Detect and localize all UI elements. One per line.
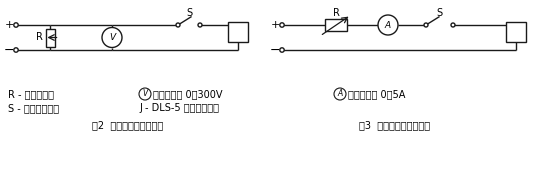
Text: 图3  动作电流检验线路图: 图3 动作电流检验线路图 — [360, 120, 430, 130]
Text: V: V — [143, 90, 147, 98]
Text: J: J — [236, 27, 240, 37]
Circle shape — [176, 23, 180, 27]
Circle shape — [14, 23, 18, 27]
Text: 直流电压表 0～300V: 直流电压表 0～300V — [153, 89, 222, 99]
Text: J: J — [515, 27, 518, 37]
Text: A: A — [385, 21, 391, 29]
Text: 直流电流表 0～5A: 直流电流表 0～5A — [348, 89, 405, 99]
Text: −: − — [4, 43, 14, 56]
Text: +: + — [270, 20, 280, 30]
Circle shape — [451, 23, 455, 27]
Text: −: − — [270, 43, 280, 56]
Circle shape — [102, 27, 122, 48]
Text: R: R — [332, 8, 339, 18]
Bar — [506, 22, 526, 42]
Circle shape — [334, 88, 346, 100]
Text: S - 单刀单掷开关: S - 单刀单掷开关 — [8, 103, 59, 113]
Circle shape — [198, 23, 202, 27]
Text: R: R — [35, 33, 42, 43]
Text: S: S — [186, 8, 192, 18]
Bar — [46, 29, 55, 46]
Circle shape — [424, 23, 428, 27]
Text: R - 滑线电阻器: R - 滑线电阻器 — [8, 89, 54, 99]
Circle shape — [139, 88, 151, 100]
Text: +: + — [4, 20, 14, 30]
Circle shape — [378, 15, 398, 35]
Bar — [325, 19, 347, 31]
Circle shape — [280, 23, 284, 27]
Text: S: S — [436, 8, 443, 18]
Text: J - DLS-5 双位置继电器: J - DLS-5 双位置继电器 — [139, 103, 219, 113]
Text: 图2  动作电压检验线路图: 图2 动作电压检验线路图 — [92, 120, 163, 130]
Circle shape — [280, 48, 284, 52]
Circle shape — [14, 48, 18, 52]
Text: V: V — [109, 33, 115, 42]
Bar — [228, 22, 248, 42]
Text: A: A — [337, 90, 343, 98]
